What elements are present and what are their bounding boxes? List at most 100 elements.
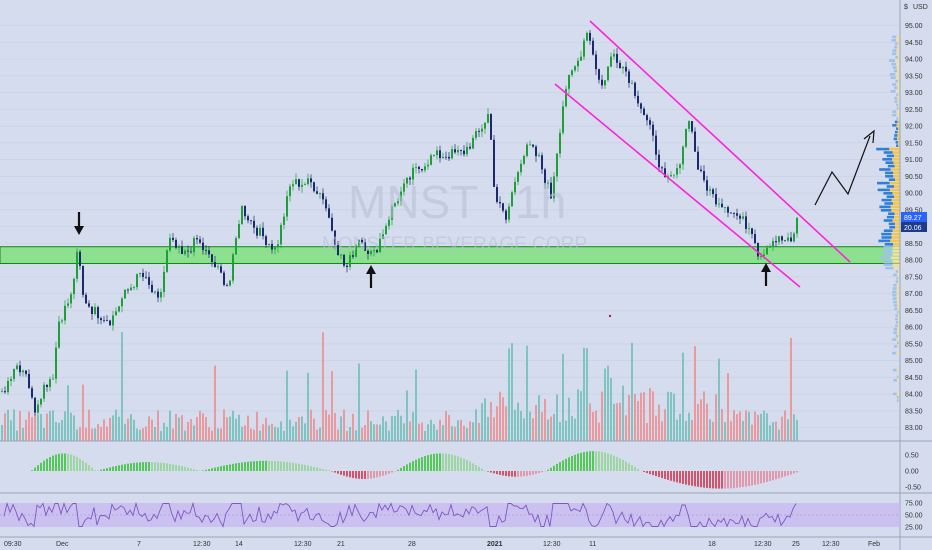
volume-bar [196,416,198,441]
volume-profile-bar [883,263,893,266]
candle [412,167,414,180]
candle [442,156,444,159]
volume-profile-bar [894,307,898,311]
volume-profile-bar-alt [892,192,900,195]
volume-bar [676,419,678,441]
candle [775,241,777,243]
volume-bar [679,413,681,441]
candle [736,213,738,216]
volume-bar [529,411,531,441]
volume-profile-bar-alt [897,130,900,134]
volume-bar [379,424,381,441]
candle [712,189,714,195]
candle [121,298,123,307]
price-tick-label: 86.50 [905,308,923,315]
candle [322,193,324,200]
candle [196,238,198,240]
volume-bar [637,401,639,441]
candle [547,182,549,184]
volume-bar [748,411,750,441]
volume-profile-bar [886,215,895,219]
volume-bar [304,423,306,441]
volume-bar [31,417,33,441]
candle [97,307,99,319]
volume-bar [34,413,36,441]
volume-bar [310,409,312,441]
volume-bar [25,419,27,441]
volume-bar [424,430,426,441]
volume-profile-bar [886,185,894,188]
candle [655,135,657,155]
volume-profile-bar [896,93,899,96]
volume-profile-bar-alt [897,96,900,100]
volume-bar [742,420,744,441]
candle [493,139,495,187]
volume-bar [109,418,111,441]
candle [325,199,327,209]
volume-bar [334,413,336,441]
volume-profile-bar [879,205,891,209]
candle [343,254,345,266]
volume-bar [622,385,624,441]
volume-bar [103,419,105,441]
candle [82,265,84,295]
volume-profile-bar [889,226,896,229]
volume-bar [127,418,129,441]
candle [277,244,279,248]
candle [25,370,27,374]
volume-bar [544,399,546,441]
volume-profile-bar [883,219,893,222]
volume-profile-bar [895,321,899,324]
candle [451,149,453,159]
candle [352,255,354,257]
volume-profile-bar-alt [892,246,900,249]
volume-profile-bar [894,100,898,103]
volume-profile-bar-alt [893,161,900,164]
volume-bar [244,425,246,441]
volume-bar [22,427,24,441]
candle [628,71,630,83]
volume-bar [724,422,726,441]
candle [37,404,39,413]
volume-bar [217,428,219,441]
candle [538,155,540,157]
volume-bar [337,429,339,441]
volume-profile-bar [888,59,896,62]
price-tick-label: 90.50 [905,174,923,181]
candle [106,320,108,322]
time-tick-label: 25 [792,541,800,548]
volume-bar [763,410,765,441]
volume-bar [463,425,465,441]
candle [463,150,465,155]
candle [748,228,750,230]
volume-profile-bar-alt [898,93,900,96]
volume-bar [286,370,288,441]
watermark-company: MONSTER BEVERAGE CORP [322,234,587,255]
volume-profile-bar [892,297,897,300]
candle [532,144,534,147]
volume-profile-bar-alt [898,399,900,402]
candle [256,227,258,236]
candle [448,156,450,159]
volume-bar [316,429,318,441]
volume-profile-bar-alt [898,107,900,110]
candle [643,108,645,116]
volume-profile-bar-alt [896,52,900,56]
candle [769,246,771,248]
candle [391,206,393,220]
candle [676,168,678,175]
candle [505,210,507,220]
candle [10,378,12,381]
volume-profile-bar-alt [889,181,900,185]
candle [337,244,339,256]
volume-profile-bar [892,110,897,113]
volume-bar [559,422,561,441]
price-tick-label: 83.50 [905,408,923,415]
volume-bar [208,427,210,441]
volume-profile-bar-alt [893,185,900,188]
candle [238,223,240,239]
time-tick-label: 12:30 [294,541,312,548]
volume-profile-bar [891,39,897,42]
candle [52,378,54,380]
